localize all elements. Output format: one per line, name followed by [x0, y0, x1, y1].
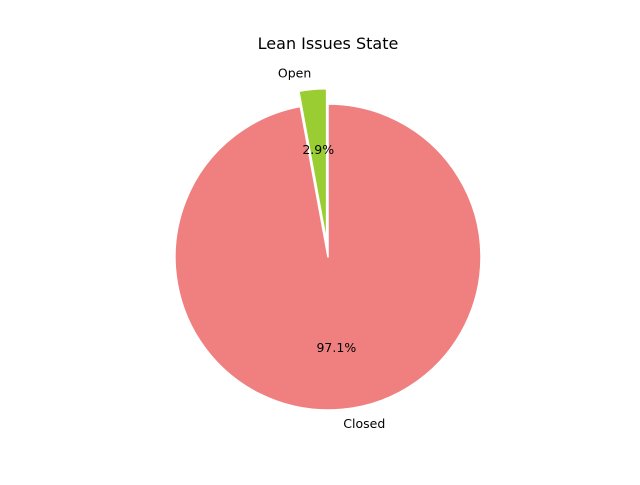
pie-labels: Open 2.9% Closed 97.1%: [278, 66, 385, 431]
slice-label-closed: Closed: [343, 416, 385, 431]
pie-slice-open: [298, 88, 328, 243]
slice-percent-open: 2.9%: [302, 142, 334, 157]
slice-percent-closed: 97.1%: [316, 340, 356, 355]
pie-slice-closed: [174, 103, 482, 411]
pie-wedges: [174, 88, 482, 411]
chart-title: Lean Issues State: [258, 34, 399, 53]
slice-label-open: Open: [278, 66, 311, 81]
